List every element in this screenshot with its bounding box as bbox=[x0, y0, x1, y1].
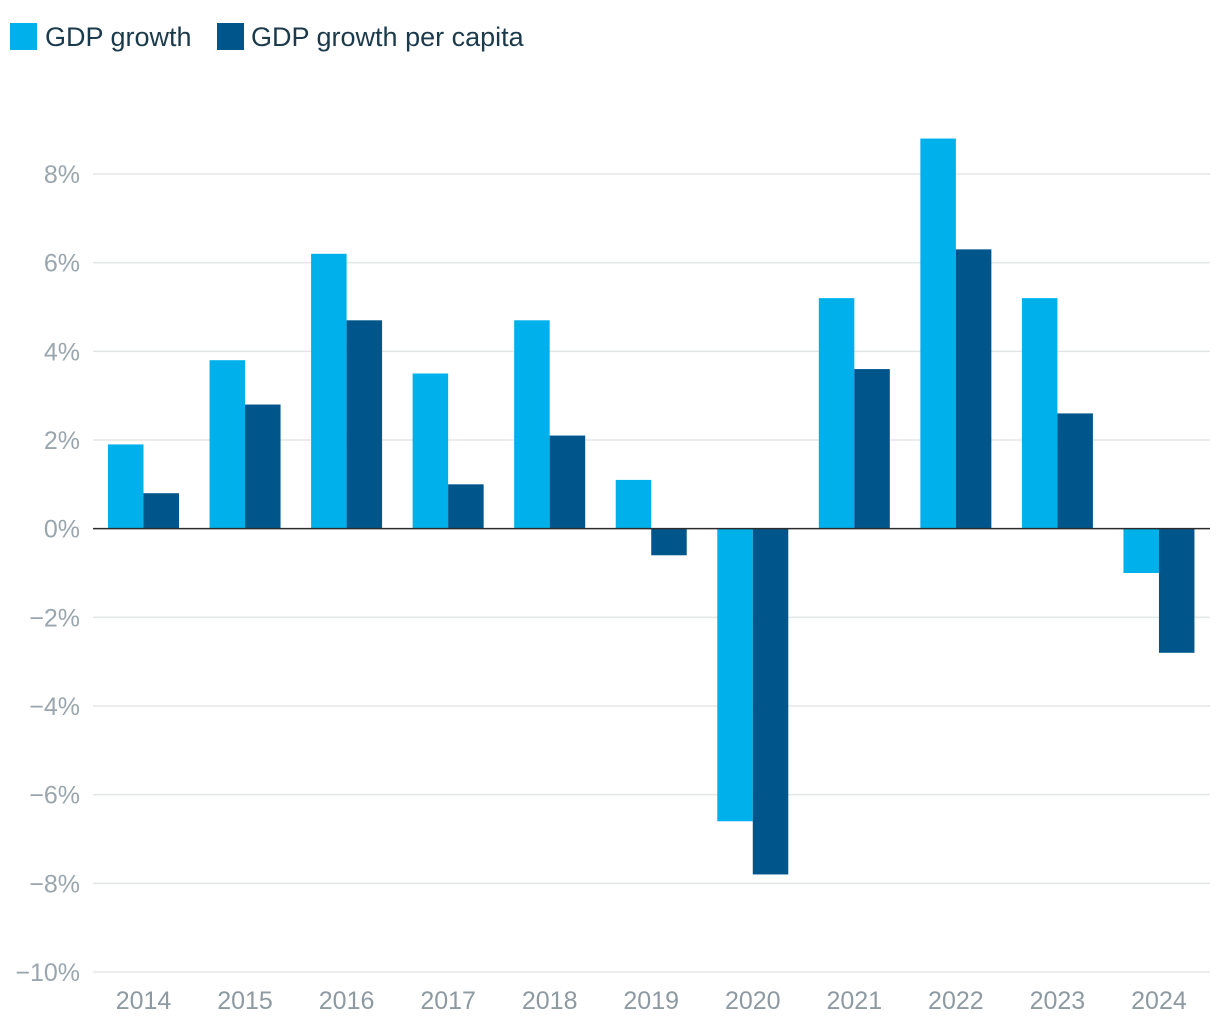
legend-swatch bbox=[10, 23, 37, 50]
y-tick-label: −10% bbox=[15, 959, 80, 987]
bar-gdp-growth-2014 bbox=[108, 444, 144, 529]
x-tick-label: 2015 bbox=[217, 987, 273, 1015]
bar-gdp-growth-2016 bbox=[311, 253, 347, 529]
x-axis: 2014 2015 2016 2017 2018 2019 2020 2021 2022 2023… bbox=[116, 987, 1187, 1015]
legend-label: GDP growth per capita bbox=[251, 22, 525, 52]
bar-gdp-growth-per-capita-2014 bbox=[143, 493, 179, 529]
legend: GDP growth GDP growth per capita bbox=[10, 22, 525, 52]
bar-gdp-growth-2022 bbox=[920, 138, 956, 529]
x-tick-label: 2018 bbox=[522, 987, 578, 1015]
x-tick-label: 2022 bbox=[928, 987, 984, 1015]
x-tick-label: 2014 bbox=[116, 987, 172, 1015]
bar-gdp-growth-per-capita-2016 bbox=[346, 320, 383, 529]
bar-gdp-growth-2018 bbox=[514, 320, 550, 529]
y-tick-label: 4% bbox=[44, 338, 80, 366]
x-tick-label: 2017 bbox=[420, 987, 476, 1015]
bar-gdp-growth-per-capita-2015 bbox=[245, 404, 281, 529]
bar-gdp-growth-2017 bbox=[412, 373, 449, 529]
grid bbox=[93, 173, 1210, 973]
bar-gdp-growth-per-capita-2020 bbox=[752, 528, 789, 875]
bar-gdp-growth-per-capita-2017 bbox=[448, 484, 484, 529]
bar-gdp-growth-per-capita-2019 bbox=[651, 528, 687, 556]
y-tick-label: −6% bbox=[29, 782, 80, 810]
bar-gdp-growth-per-capita-2018 bbox=[549, 435, 586, 529]
bar-gdp-growth-2019 bbox=[615, 479, 652, 529]
x-tick-label: 2024 bbox=[1131, 987, 1187, 1015]
bars bbox=[108, 138, 1195, 875]
bar-gdp-growth-2020 bbox=[717, 528, 753, 822]
bar-gdp-growth-per-capita-2021 bbox=[854, 369, 890, 529]
y-tick-label: −2% bbox=[29, 604, 80, 632]
x-tick-label: 2021 bbox=[827, 987, 883, 1015]
y-tick-label: −4% bbox=[29, 693, 80, 721]
bar-gdp-growth-2024 bbox=[1123, 528, 1159, 573]
y-tick-label: −8% bbox=[29, 870, 80, 898]
bar-gdp-growth-2015 bbox=[209, 360, 246, 529]
bar-gdp-growth-per-capita-2022 bbox=[955, 249, 992, 529]
x-tick-label: 2023 bbox=[1030, 987, 1086, 1015]
bar-gdp-growth-2023 bbox=[1021, 298, 1058, 529]
y-axis: 8% 6% 4% 2% 0% −2% −4% −6% −8% −10% bbox=[15, 161, 80, 987]
legend-item-gdp-growth: GDP growth bbox=[10, 22, 192, 52]
y-tick-label: 0% bbox=[44, 516, 80, 544]
legend-item-gdp-growth-per-capita: GDP growth per capita bbox=[217, 22, 525, 52]
x-tick-label: 2020 bbox=[725, 987, 781, 1015]
x-tick-label: 2016 bbox=[319, 987, 375, 1015]
y-tick-label: 6% bbox=[44, 250, 80, 278]
legend-swatch bbox=[217, 23, 244, 50]
bar-gdp-growth-per-capita-2023 bbox=[1057, 413, 1093, 529]
y-tick-label: 2% bbox=[44, 427, 80, 455]
x-tick-label: 2019 bbox=[623, 987, 679, 1015]
bar-gdp-growth-per-capita-2024 bbox=[1158, 528, 1195, 653]
legend-label: GDP growth bbox=[45, 22, 192, 52]
y-tick-label: 8% bbox=[44, 161, 80, 189]
bar-gdp-growth-2021 bbox=[818, 298, 855, 529]
